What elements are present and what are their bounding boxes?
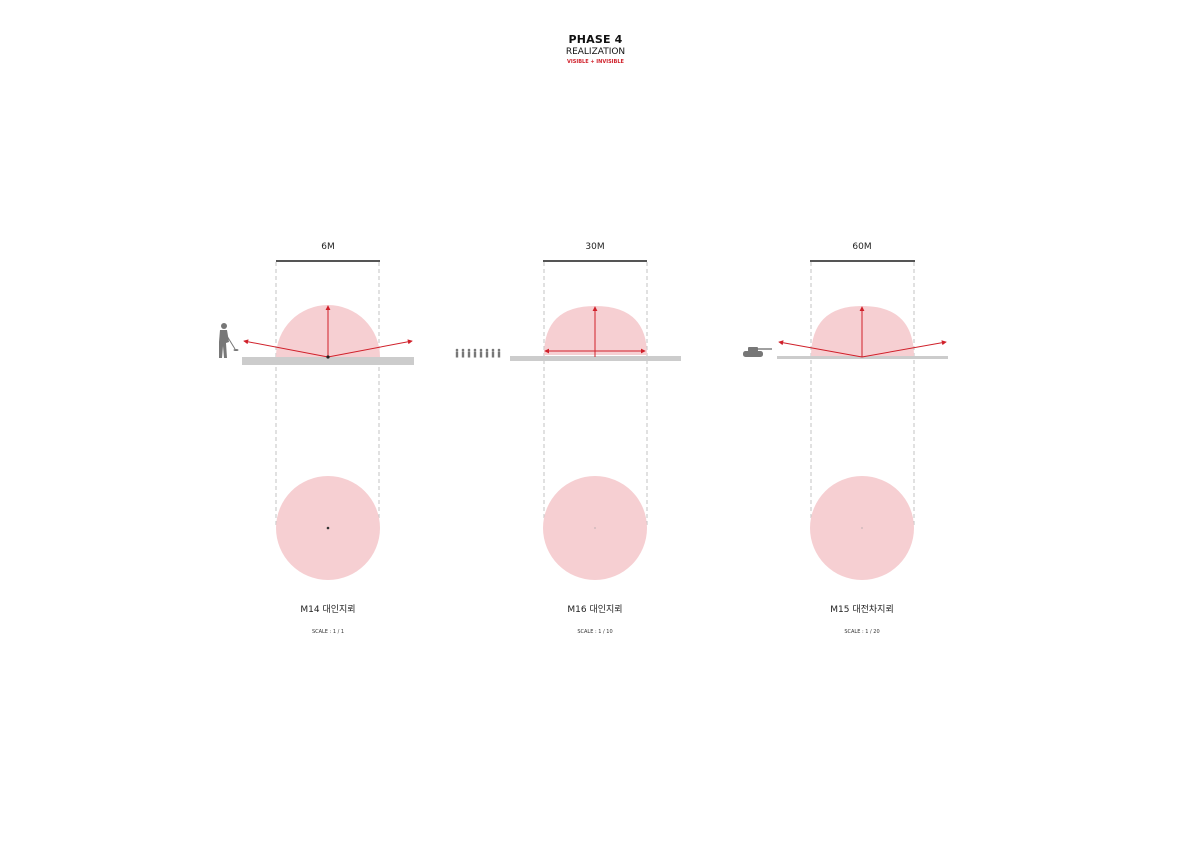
soldier-icon xyxy=(219,323,239,358)
plan-center-point xyxy=(326,526,330,530)
page-header: PHASE 4 REALIZATION VISIBLE + INVISIBLE xyxy=(0,33,1191,66)
vector-left xyxy=(243,339,329,358)
phase-tagline: VISIBLE + INVISIBLE xyxy=(567,59,624,65)
panel-m14: 6M M14 대인지뢰 SCALE : 1 / 1 xyxy=(219,242,414,635)
mine-title: M16 대인지뢰 xyxy=(567,604,622,615)
dimension-label: 30M xyxy=(585,242,604,252)
dimension-label: 6M xyxy=(321,242,335,252)
vector-left xyxy=(778,340,863,358)
scale-label: SCALE : 1 / 20 xyxy=(844,629,879,635)
vector-right xyxy=(861,340,947,358)
ground-bar xyxy=(777,356,948,359)
panel-m15: 60M M15 대전차지뢰 SCALE : 1 / 20 xyxy=(743,242,948,635)
scale-label: SCALE : 1 / 1 xyxy=(312,629,344,635)
dimension-label: 60M xyxy=(852,242,871,252)
plan-center-point xyxy=(861,527,863,529)
phase-title: PHASE 4 xyxy=(568,33,623,46)
phase-subtitle: REALIZATION xyxy=(565,47,626,57)
mine-point xyxy=(326,355,330,359)
mine-title: M14 대인지뢰 xyxy=(300,604,355,615)
tank-icon xyxy=(743,347,772,357)
ground-bar xyxy=(510,356,681,361)
soldier-group-icon xyxy=(455,348,501,358)
ground-bar xyxy=(242,357,414,365)
plan-center-point xyxy=(594,527,596,529)
vector-right xyxy=(327,339,413,358)
scale-label: SCALE : 1 / 10 xyxy=(577,629,612,635)
panel-m16: 30M M16 대인지뢰 SCALE : 1 / 10 xyxy=(455,242,681,635)
mine-title: M15 대전차지뢰 xyxy=(830,603,893,615)
